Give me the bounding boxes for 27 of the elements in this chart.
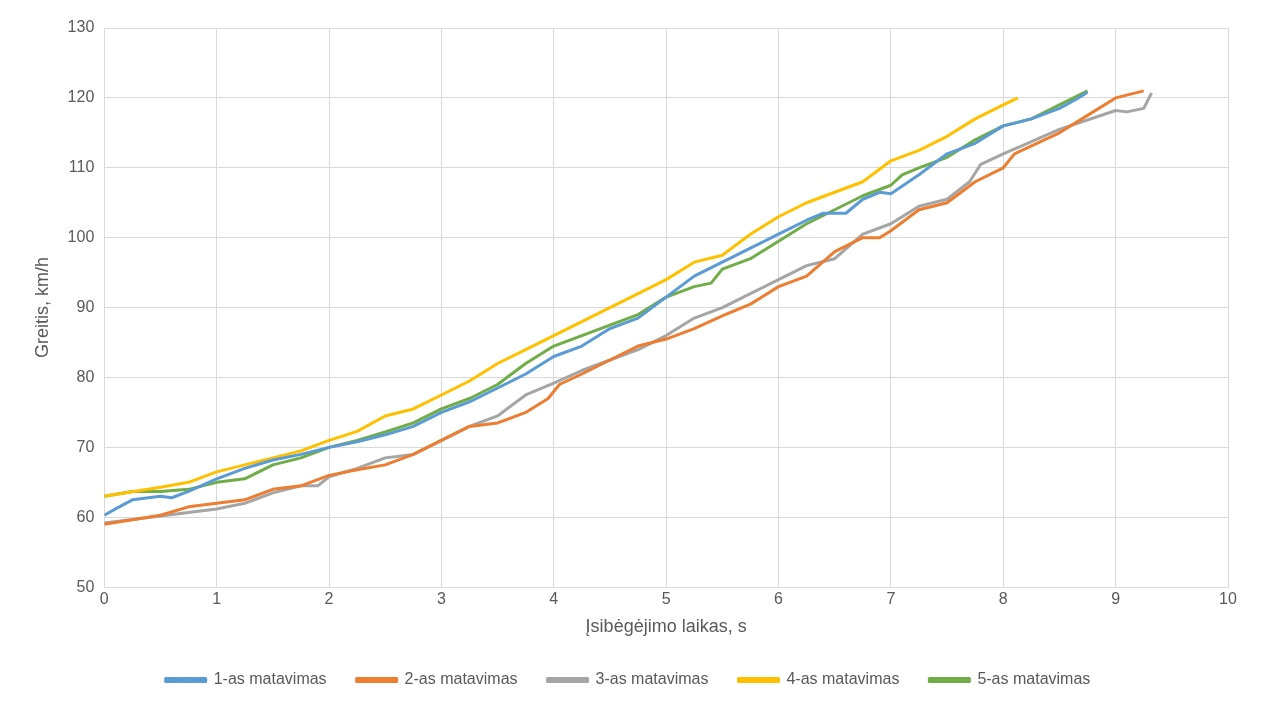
y-tick-label: 110 [68, 158, 95, 176]
x-tick-label: 1 [212, 590, 222, 608]
y-axis-title: Greitis, km/h [31, 257, 52, 359]
y-tick-label: 120 [67, 88, 95, 106]
y-tick-label: 60 [76, 507, 95, 525]
y-tick-label: 90 [76, 298, 95, 316]
x-tick-label: 6 [774, 590, 784, 608]
x-axis-title: Įsibėgėjimo laikas, s [585, 616, 747, 637]
y-tick-label: 80 [76, 367, 95, 385]
x-tick-label: 9 [1111, 590, 1121, 608]
legend-label: 4-as matavimas [786, 670, 900, 688]
x-tick-label: 4 [549, 590, 559, 608]
x-tick-label: 0 [99, 590, 109, 608]
x-tick-label: 2 [324, 590, 334, 608]
y-tick-label: 50 [76, 577, 95, 595]
legend-label: 2-as matavimas [404, 670, 518, 688]
x-tick-label: 7 [886, 590, 896, 608]
x-tick-label: 10 [1219, 590, 1237, 608]
legend-label: 5-as matavimas [977, 670, 1091, 688]
x-tick-label: 3 [436, 590, 446, 608]
legend-label: 3-as matavimas [595, 670, 709, 688]
y-tick-label: 70 [76, 437, 95, 455]
legend-label: 1-as matavimas [213, 670, 327, 688]
x-tick-label: 8 [998, 590, 1008, 608]
y-tick-label: 100 [67, 228, 95, 246]
x-tick-label: 5 [661, 590, 671, 608]
y-tick-label: 130 [67, 18, 95, 36]
